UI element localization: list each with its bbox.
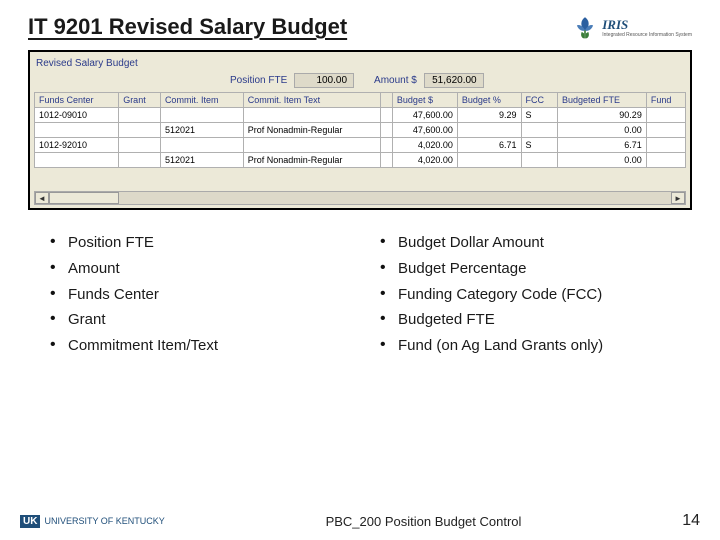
position-fte-label: Position FTE: [230, 75, 287, 86]
position-fte-value: 100.00: [294, 73, 354, 88]
grid-cell: 0.00: [557, 123, 646, 138]
list-item: Funds Center: [50, 282, 350, 308]
bullet-list-left: Position FTEAmountFunds CenterGrantCommi…: [50, 230, 350, 359]
page-number: 14: [682, 512, 700, 530]
uk-text: UNIVERSITY OF KENTUCKY: [44, 516, 164, 526]
list-item: Budget Dollar Amount: [380, 230, 680, 256]
grid-cell: Prof Nonadmin-Regular: [243, 123, 380, 138]
list-item: Budget Percentage: [380, 256, 680, 282]
table-row: 1012-09010 47,600.009.29S90.29: [35, 108, 686, 123]
grid-cell: [381, 123, 393, 138]
grid-cell: 4,020.00: [392, 138, 457, 153]
grid-header-cell: Budget %: [457, 93, 521, 108]
table-row: 1012-920104,020.006.71S6.71: [35, 138, 686, 153]
grid-cell: [119, 138, 161, 153]
table-row: 512021Prof Nonadmin-Regular 4,020.00 0.00: [35, 153, 686, 168]
grid-cell: 0.00: [557, 153, 646, 168]
grid-cell: [243, 108, 380, 123]
grid-cell: S: [521, 138, 557, 153]
grid-cell: 47,600.00: [392, 108, 457, 123]
list-item: Commitment Item/Text: [50, 333, 350, 359]
scroll-track[interactable]: [49, 192, 671, 204]
grid-cell: 6.71: [457, 138, 521, 153]
scroll-thumb[interactable]: [49, 192, 119, 204]
footer-center: PBC_200 Position Budget Control: [165, 514, 682, 529]
iris-logo: IRIS Integrated Resource Information Sys…: [572, 14, 692, 40]
iris-flower-icon: [572, 14, 598, 40]
page-title: IT 9201 Revised Salary Budget: [28, 14, 347, 40]
grid-cell: [160, 138, 243, 153]
grid-cell: 47,600.00: [392, 123, 457, 138]
grid-cell: 6.71: [557, 138, 646, 153]
grid-cell: [646, 123, 685, 138]
scroll-left-arrow[interactable]: ◄: [35, 192, 49, 204]
grid-cell: [646, 138, 685, 153]
grid-header-cell: Funds Center: [35, 93, 119, 108]
grid-cell: [521, 123, 557, 138]
grid-header-cell: Budgeted FTE: [557, 93, 646, 108]
list-item: Amount: [50, 256, 350, 282]
grid-cell: [381, 153, 393, 168]
horizontal-scrollbar[interactable]: ◄ ►: [34, 191, 686, 205]
grid-cell: [381, 138, 393, 153]
grid-header-cell: [381, 93, 393, 108]
scroll-right-arrow[interactable]: ►: [671, 192, 685, 204]
list-item: Fund (on Ag Land Grants only): [380, 333, 680, 359]
grid-cell: [457, 123, 521, 138]
grid-cell: [119, 153, 161, 168]
grid-cell: 4,020.00: [392, 153, 457, 168]
grid-cell: [35, 123, 119, 138]
grid-cell: [381, 108, 393, 123]
grid-header-cell: Grant: [119, 93, 161, 108]
uk-mark: UK: [20, 515, 40, 528]
grid-cell: [646, 108, 685, 123]
grid-header-cell: Fund: [646, 93, 685, 108]
grid-cell: 9.29: [457, 108, 521, 123]
bullet-list-right: Budget Dollar AmountBudget PercentageFun…: [380, 230, 680, 359]
grid-cell: [160, 108, 243, 123]
summary-row: Position FTE 100.00 Amount $ 51,620.00: [30, 71, 690, 90]
panel-caption: Revised Salary Budget: [30, 52, 690, 71]
grid-cell: [35, 153, 119, 168]
list-item: Position FTE: [50, 230, 350, 256]
grid-header-cell: Commit. Item: [160, 93, 243, 108]
grid-cell: [521, 153, 557, 168]
grid-header-cell: Budget $: [392, 93, 457, 108]
list-item: Funding Category Code (FCC): [380, 282, 680, 308]
grid-cell: S: [521, 108, 557, 123]
budget-grid: Funds CenterGrantCommit. ItemCommit. Ite…: [34, 92, 686, 168]
amount-value: 51,620.00: [424, 73, 484, 88]
amount-label: Amount $: [374, 75, 417, 86]
grid-cell: [119, 123, 161, 138]
grid-cell: 512021: [160, 123, 243, 138]
grid-cell: 1012-09010: [35, 108, 119, 123]
grid-header-cell: Commit. Item Text: [243, 93, 380, 108]
uk-logo: UK UNIVERSITY OF KENTUCKY: [20, 515, 165, 528]
grid-cell: [457, 153, 521, 168]
logo-subtitle: Integrated Resource Information System: [602, 33, 692, 38]
grid-cell: 512021: [160, 153, 243, 168]
grid-cell: [243, 138, 380, 153]
list-item: Budgeted FTE: [380, 307, 680, 333]
sap-panel: Revised Salary Budget Position FTE 100.0…: [28, 50, 692, 210]
logo-text: IRIS: [602, 17, 692, 33]
grid-header-cell: FCC: [521, 93, 557, 108]
grid-cell: Prof Nonadmin-Regular: [243, 153, 380, 168]
list-item: Grant: [50, 307, 350, 333]
grid-cell: [646, 153, 685, 168]
grid-cell: [119, 108, 161, 123]
grid-cell: 1012-92010: [35, 138, 119, 153]
table-row: 512021Prof Nonadmin-Regular 47,600.00 0.00: [35, 123, 686, 138]
grid-cell: 90.29: [557, 108, 646, 123]
